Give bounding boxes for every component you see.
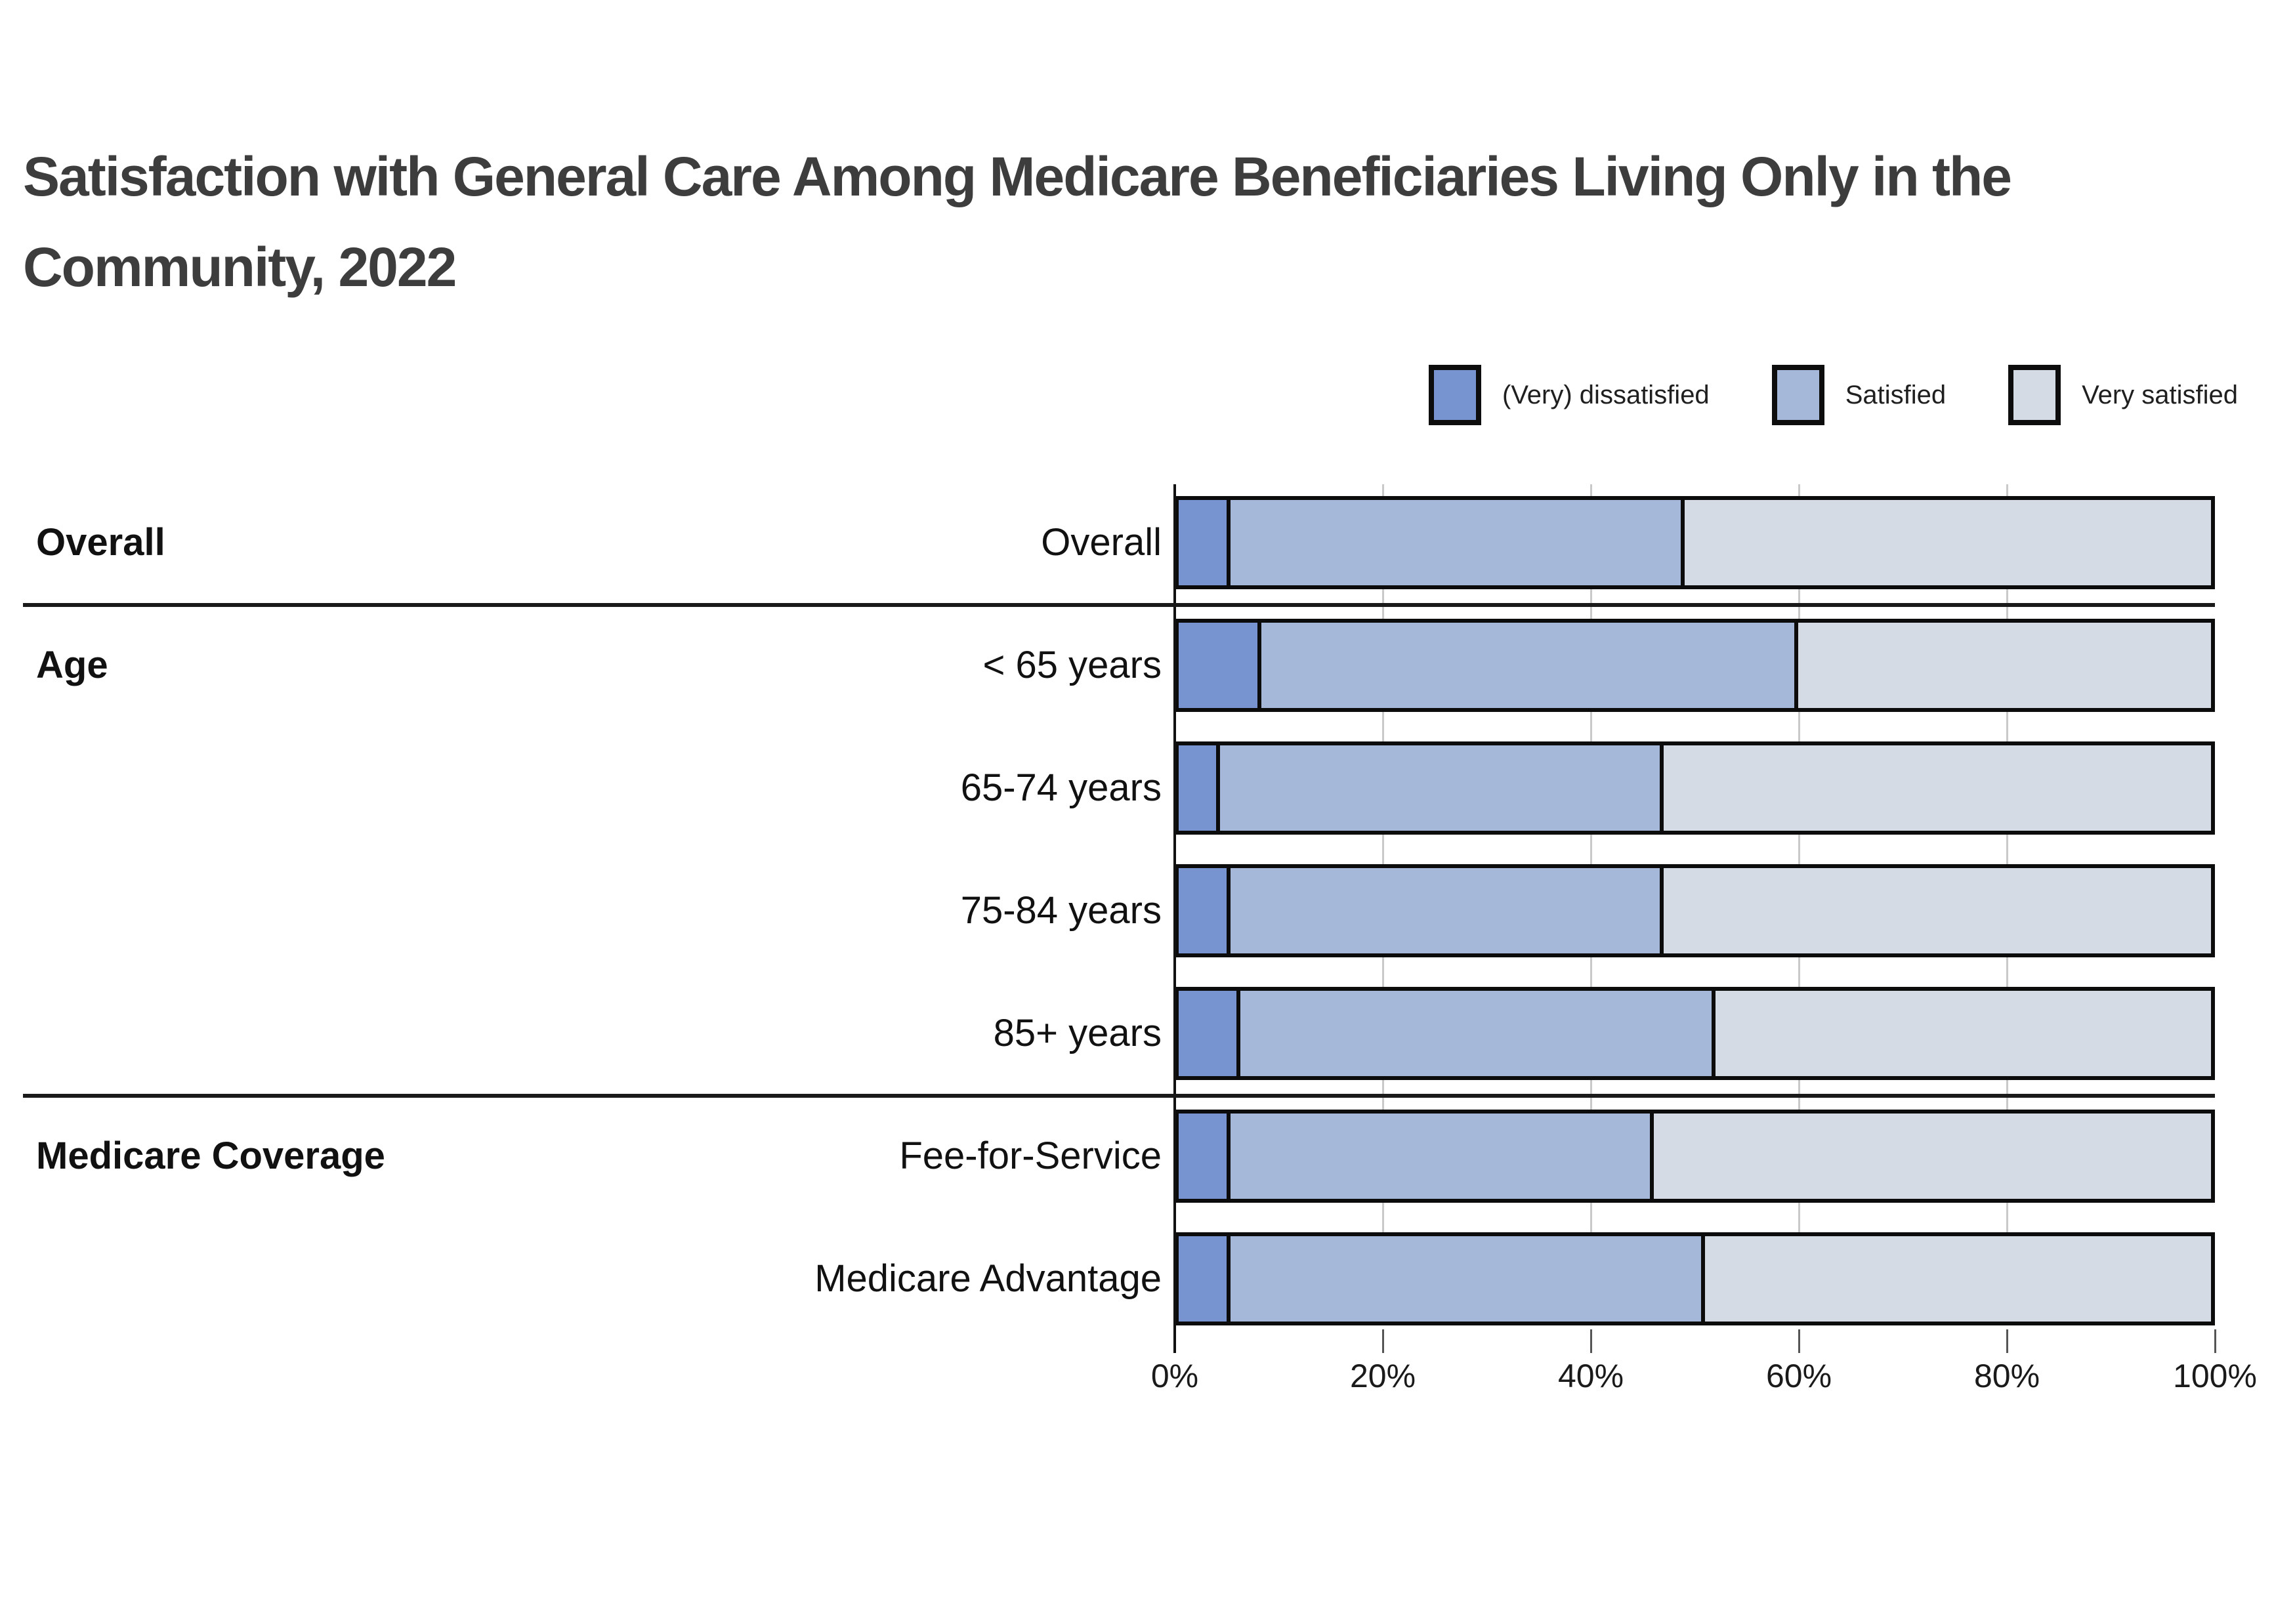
bar-segment--very-dissatisfied [1179, 623, 1261, 708]
y-axis-line [1173, 484, 1176, 1353]
bar-segment-very-satisfied [1798, 623, 2211, 708]
bar-segment--very-dissatisfied [1179, 1114, 1231, 1199]
stacked-bar-85-years [1175, 987, 2215, 1080]
bar-segment--very-dissatisfied [1179, 1236, 1231, 1322]
legend-swatch-very-satisfied [2008, 365, 2061, 425]
x-axis-tick-label: 0% [1150, 1358, 1199, 1394]
legend-label-satisfied: Satisfied [1845, 380, 1947, 409]
bar-segment--very-dissatisfied [1179, 745, 1220, 831]
row-label--65-years: < 65 years [982, 644, 1162, 686]
x-axis-tick-label: 60% [1765, 1358, 1832, 1394]
row-label-overall: Overall [1041, 521, 1162, 564]
group-divider [23, 603, 2215, 607]
group-label-overall: Overall [36, 521, 165, 564]
legend-item-satisfied: Satisfied [1771, 365, 1947, 425]
group-label-medicare-coverage: Medicare Coverage [36, 1135, 385, 1177]
group-divider [23, 1094, 2215, 1098]
bar-segment-satisfied [1230, 868, 1664, 953]
row-label-fee-for-service: Fee-for-Service [899, 1135, 1162, 1177]
x-axis-tick-label: 20% [1349, 1358, 1416, 1394]
legend: (Very) dissatisfied Satisfied Very satis… [1429, 365, 2238, 425]
stacked-bar-overall [1175, 496, 2215, 589]
legend-swatch-satisfied [1771, 365, 1824, 425]
stacked-bar-medicare-advantage [1175, 1232, 2215, 1325]
bar-segment-satisfied [1219, 745, 1664, 831]
x-axis-tick-60 [1798, 1329, 1800, 1353]
bar-segment-very-satisfied [1684, 500, 2211, 585]
bar-segment-satisfied [1230, 1236, 1706, 1322]
bar-segment-very-satisfied [1664, 868, 2211, 953]
bar-segment-satisfied [1230, 1114, 1654, 1199]
bar-segment-satisfied [1230, 500, 1685, 585]
bar-segment-very-satisfied [1715, 991, 2211, 1076]
legend-label-very-satisfied: Very satisfied [2082, 380, 2238, 409]
x-axis-tick-40 [1590, 1329, 1592, 1353]
row-label-85-years: 85+ years [993, 1012, 1162, 1054]
bar-segment-very-satisfied [1664, 745, 2211, 831]
bar-segment-very-satisfied [1653, 1114, 2211, 1199]
legend-swatch-dissatisfied [1429, 365, 1482, 425]
row-label-65-74-years: 65-74 years [960, 766, 1162, 809]
x-axis-tick-20 [1382, 1329, 1384, 1353]
stacked-bar-75-84-years [1175, 864, 2215, 957]
row-label-75-84-years: 75-84 years [960, 889, 1162, 932]
x-axis-tick-label: 80% [1973, 1358, 2040, 1394]
x-axis-tick-label: 100% [2173, 1358, 2257, 1394]
chart-title-line2: Community, 2022 [23, 236, 457, 298]
x-axis-tick-80 [2006, 1329, 2008, 1353]
bar-segment-satisfied [1261, 623, 1798, 708]
stacked-bar-fee-for-service [1175, 1110, 2215, 1203]
bar-segment--very-dissatisfied [1179, 500, 1231, 585]
legend-item-very-satisfied: Very satisfied [2008, 365, 2238, 425]
row-label-medicare-advantage: Medicare Advantage [814, 1257, 1162, 1300]
stacked-bar--65-years [1175, 619, 2215, 712]
legend-item-dissatisfied: (Very) dissatisfied [1429, 365, 1710, 425]
bar-segment--very-dissatisfied [1179, 991, 1241, 1076]
chart-title: Satisfaction with General Care Among Med… [23, 131, 2012, 312]
legend-label-dissatisfied: (Very) dissatisfied [1502, 380, 1710, 409]
x-axis-tick-100 [2214, 1329, 2216, 1353]
x-axis-tick-label: 40% [1557, 1358, 1624, 1394]
group-label-age: Age [36, 644, 108, 686]
stacked-bar-65-74-years [1175, 741, 2215, 835]
chart-title-line1: Satisfaction with General Care Among Med… [23, 146, 2012, 207]
bar-segment-satisfied [1240, 991, 1716, 1076]
bar-segment--very-dissatisfied [1179, 868, 1231, 953]
bar-segment-very-satisfied [1705, 1236, 2211, 1322]
